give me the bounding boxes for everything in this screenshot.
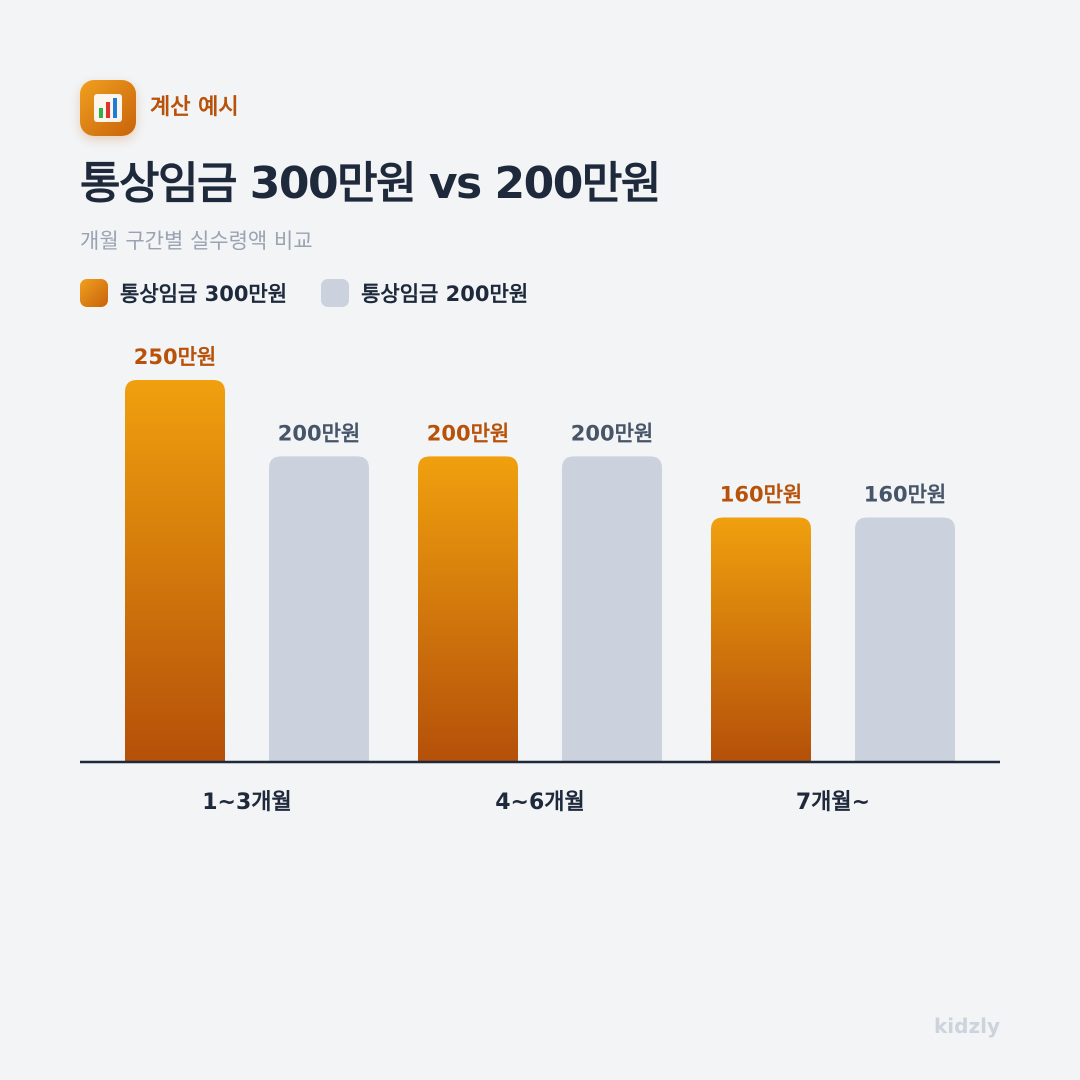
bar-200-0 [269, 456, 369, 762]
chart-legend: 통상임금 300만원 통상임금 200만원 [80, 278, 562, 308]
legend-swatch-300 [80, 279, 108, 307]
chart-badge-icon [80, 80, 136, 136]
x-tick-label-1: 4~6개월 [495, 790, 585, 815]
bar-200-2 [855, 517, 955, 762]
data-label-300-1: 200만원 [427, 421, 509, 445]
bar-chart-icon [94, 94, 122, 122]
data-label-200-2: 160만원 [864, 483, 946, 507]
data-label-300-0: 250만원 [134, 345, 216, 369]
bar-300-0 [125, 380, 225, 762]
bar-200-1 [562, 456, 662, 762]
legend-swatch-200 [321, 279, 350, 307]
legend-label-200: 통상임금 200만원 [361, 282, 529, 306]
data-label-300-2: 160만원 [720, 483, 802, 507]
page-subtitle: 개월 구간별 실수령액 비교 [80, 229, 313, 253]
badge-label: 계산 예시 [150, 95, 239, 120]
data-label-200-0: 200만원 [278, 421, 360, 445]
data-label-200-1: 200만원 [571, 421, 653, 445]
page-title: 통상임금 300만원 vs 200만원 [80, 158, 661, 209]
bar-300-2 [711, 517, 811, 762]
watermark-logo: kidzly [933, 1014, 1000, 1038]
legend-label-300: 통상임금 300만원 [120, 282, 288, 306]
legend-item-300: 통상임금 300만원 [80, 278, 287, 308]
x-tick-label-2: 7개월~ [796, 790, 870, 815]
x-tick-label-0: 1~3개월 [202, 790, 292, 815]
bar-300-1 [418, 456, 518, 762]
legend-item-200: 통상임금 200만원 [321, 278, 528, 308]
